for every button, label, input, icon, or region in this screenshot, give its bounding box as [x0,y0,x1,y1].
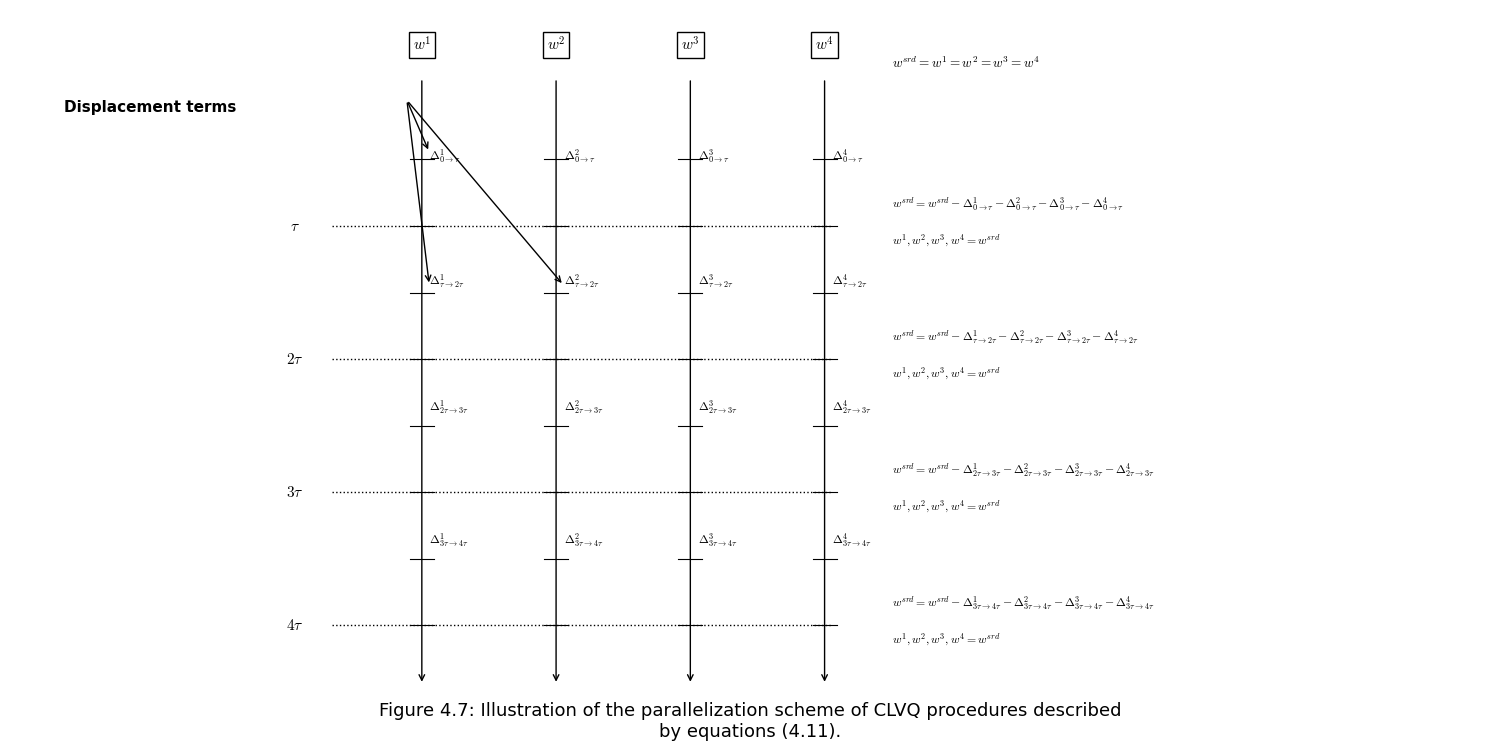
Text: $w^{srd} = w^1 = w^2 = w^3 = w^4$: $w^{srd} = w^1 = w^2 = w^3 = w^4$ [891,56,1040,71]
Text: $w^{srd} = w^{srd} - \Delta^1_{3\tau\to 4\tau} - \Delta^2_{3\tau\to 4\tau} - \De: $w^{srd} = w^{srd} - \Delta^1_{3\tau\to … [891,594,1155,612]
Text: $w^1, w^2, w^3, w^4 = w^{srd}$: $w^1, w^2, w^3, w^4 = w^{srd}$ [891,632,1001,648]
Text: $\Delta^4_{3\tau\to 4\tau}$: $\Delta^4_{3\tau\to 4\tau}$ [833,532,872,549]
Text: $\Delta^2_{3\tau\to 4\tau}$: $\Delta^2_{3\tau\to 4\tau}$ [564,532,603,549]
Text: $\tau$: $\tau$ [290,218,300,233]
Text: $\Delta^3_{2\tau\to 3\tau}$: $\Delta^3_{2\tau\to 3\tau}$ [698,398,738,416]
Text: $\Delta^2_{0\to\tau}$: $\Delta^2_{0\to\tau}$ [564,147,596,165]
Text: $w^{srd} = w^{srd} - \Delta^1_{2\tau\to 3\tau} - \Delta^2_{2\tau\to 3\tau} - \De: $w^{srd} = w^{srd} - \Delta^1_{2\tau\to … [891,461,1155,479]
Text: $4\tau$: $4\tau$ [286,618,304,633]
Text: $\Delta^2_{2\tau\to 3\tau}$: $\Delta^2_{2\tau\to 3\tau}$ [564,398,603,416]
Text: $w^{srd}= w^{srd} - \Delta^1_{\tau\to 2\tau} - \Delta^2_{\tau\to 2\tau} - \Delta: $w^{srd}= w^{srd} - \Delta^1_{\tau\to 2\… [891,328,1138,346]
Text: $w^1, w^2, w^3, w^4 = w^{srd}$: $w^1, w^2, w^3, w^4 = w^{srd}$ [891,232,1001,249]
Text: $\Delta^1_{0\to\tau}$: $\Delta^1_{0\to\tau}$ [429,147,460,165]
Text: Figure 4.7: Illustration of the parallelization scheme of CLVQ procedures descri: Figure 4.7: Illustration of the parallel… [378,702,1120,741]
Text: $\Delta^4_{\tau\to 2\tau}$: $\Delta^4_{\tau\to 2\tau}$ [833,272,867,290]
Text: $\Delta^4_{0\to\tau}$: $\Delta^4_{0\to\tau}$ [833,147,864,165]
Text: $\Delta^1_{2\tau\to 3\tau}$: $\Delta^1_{2\tau\to 3\tau}$ [429,398,470,416]
Text: Displacement terms: Displacement terms [64,100,236,116]
Text: $w^3$: $w^3$ [681,36,699,54]
Text: $3\tau$: $3\tau$ [286,484,304,500]
Text: $w^1, w^2, w^3, w^4 = w^{srd}$: $w^1, w^2, w^3, w^4 = w^{srd}$ [891,366,1001,382]
Text: $w^1, w^2, w^3, w^4 = w^{srd}$: $w^1, w^2, w^3, w^4 = w^{srd}$ [891,499,1001,515]
Text: $\Delta^1_{\tau\to 2\tau}$: $\Delta^1_{\tau\to 2\tau}$ [429,272,465,290]
Text: $\Delta^2_{\tau\to 2\tau}$: $\Delta^2_{\tau\to 2\tau}$ [564,272,598,290]
Text: $w^1$: $w^1$ [413,36,430,54]
Text: $w^4$: $w^4$ [815,36,834,54]
Text: $2\tau$: $2\tau$ [286,352,304,367]
Text: $w^2$: $w^2$ [546,36,566,54]
Text: $\Delta^3_{3\tau\to 4\tau}$: $\Delta^3_{3\tau\to 4\tau}$ [698,532,738,549]
Text: $\Delta^1_{3\tau\to 4\tau}$: $\Delta^1_{3\tau\to 4\tau}$ [429,532,470,549]
Text: $\Delta^3_{0\to\tau}$: $\Delta^3_{0\to\tau}$ [698,147,729,165]
Text: $\Delta^3_{\tau\to 2\tau}$: $\Delta^3_{\tau\to 2\tau}$ [698,272,734,290]
Text: $\Delta^4_{2\tau\to 3\tau}$: $\Delta^4_{2\tau\to 3\tau}$ [833,398,872,416]
Text: $w^{srd} = w^{srd} - \Delta^1_{0\to\tau} - \Delta^2_{0\to\tau} - \Delta^3_{0\to\: $w^{srd} = w^{srd} - \Delta^1_{0\to\tau}… [891,195,1124,213]
